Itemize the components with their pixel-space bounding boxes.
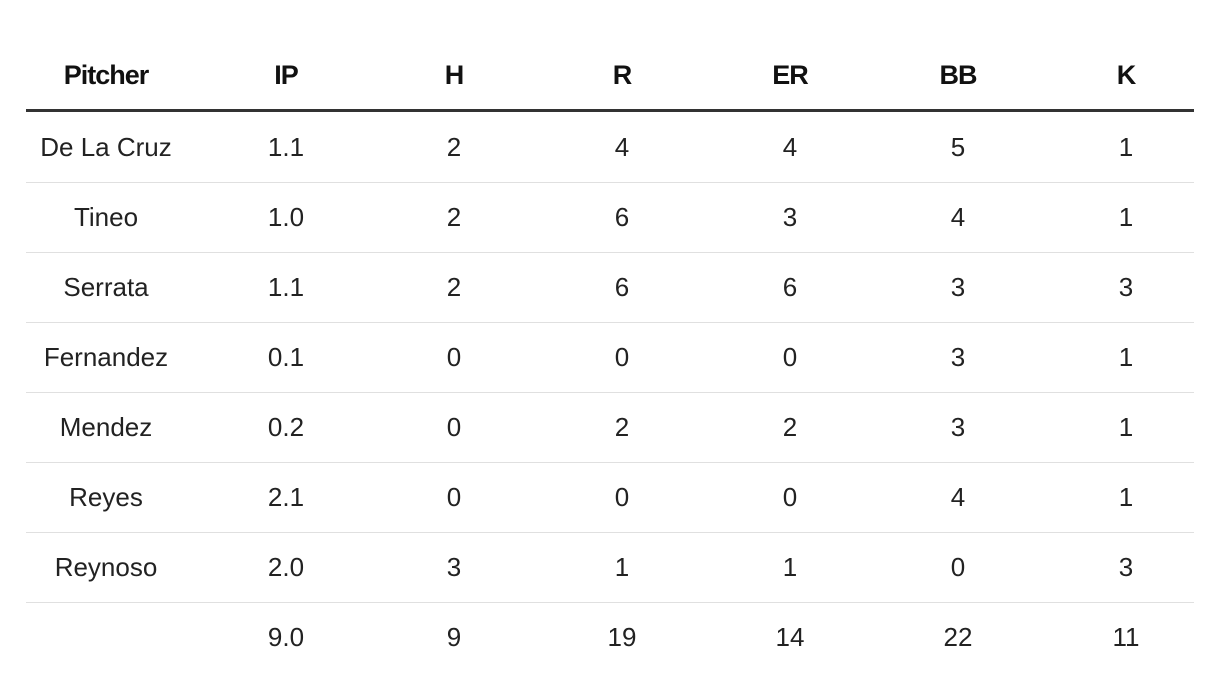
- column-header: H: [444, 60, 465, 90]
- stat-cell: 0: [446, 482, 462, 512]
- column-header: Pitcher: [63, 60, 150, 90]
- column-header: K: [1116, 60, 1137, 90]
- column-header: BB: [939, 60, 978, 90]
- stat-cell: 0.2: [267, 412, 305, 442]
- stat-cell: 4: [782, 132, 798, 162]
- row-divider: [26, 462, 1194, 463]
- total-cell: 19: [607, 622, 637, 652]
- header-rule: [26, 109, 1194, 112]
- stat-cell: 2: [446, 202, 462, 232]
- total-cell: 9: [446, 622, 462, 652]
- stat-cell: 6: [614, 202, 630, 232]
- pitcher-name: Mendez: [59, 412, 153, 442]
- row-divider: [26, 532, 1194, 533]
- stat-cell: 0: [446, 412, 462, 442]
- pitcher-name: Fernandez: [43, 342, 169, 372]
- row-divider: [26, 322, 1194, 323]
- stat-cell: 3: [950, 342, 966, 372]
- stat-cell: 2: [614, 412, 630, 442]
- stat-cell: 4: [950, 482, 966, 512]
- stat-cell: 6: [782, 272, 798, 302]
- stat-cell: 3: [1118, 272, 1134, 302]
- stat-cell: 2.0: [267, 552, 305, 582]
- stat-cell: 1: [782, 552, 798, 582]
- stat-cell: 1: [614, 552, 630, 582]
- total-cell: 22: [943, 622, 973, 652]
- stat-cell: 1: [1118, 412, 1134, 442]
- stat-cell: 2: [782, 412, 798, 442]
- stat-cell: 1: [1118, 342, 1134, 372]
- stat-cell: 5: [950, 132, 966, 162]
- stat-cell: 1: [1118, 202, 1134, 232]
- column-header: R: [612, 60, 633, 90]
- row-divider: [26, 252, 1194, 253]
- stat-cell: 1.0: [267, 202, 305, 232]
- total-cell: 14: [775, 622, 805, 652]
- stat-cell: 4: [950, 202, 966, 232]
- total-cell: 9.0: [267, 622, 305, 652]
- stat-cell: 2.1: [267, 482, 305, 512]
- stat-cell: 3: [446, 552, 462, 582]
- stat-cell: 0: [446, 342, 462, 372]
- stat-cell: 3: [950, 412, 966, 442]
- stat-cell: 3: [950, 272, 966, 302]
- stat-cell: 0: [782, 342, 798, 372]
- stat-cell: 1: [1118, 132, 1134, 162]
- stat-cell: 1.1: [267, 272, 305, 302]
- pitcher-name: Serrata: [63, 272, 149, 302]
- stat-cell: 2: [446, 132, 462, 162]
- stat-cell: 3: [782, 202, 798, 232]
- pitcher-name: De La Cruz: [40, 132, 172, 162]
- total-cell: 11: [1112, 622, 1140, 652]
- pitcher-name: Tineo: [73, 202, 139, 232]
- stat-cell: 1.1: [267, 132, 305, 162]
- pitcher-name: Reynoso: [54, 552, 158, 582]
- row-divider: [26, 182, 1194, 183]
- row-divider: [26, 602, 1194, 603]
- pitcher-name: Reyes: [69, 482, 143, 512]
- stat-cell: 3: [1118, 552, 1134, 582]
- stat-cell: 4: [614, 132, 630, 162]
- stat-cell: 0: [950, 552, 966, 582]
- column-header: IP: [274, 60, 299, 90]
- stat-cell: 0: [614, 342, 630, 372]
- stat-cell: 0: [614, 482, 630, 512]
- column-header: ER: [772, 60, 809, 90]
- row-divider: [26, 392, 1194, 393]
- stat-cell: 0.1: [267, 342, 305, 372]
- stat-cell: 6: [614, 272, 630, 302]
- stat-cell: 1: [1118, 482, 1134, 512]
- stat-cell: 0: [782, 482, 798, 512]
- stat-cell: 2: [446, 272, 462, 302]
